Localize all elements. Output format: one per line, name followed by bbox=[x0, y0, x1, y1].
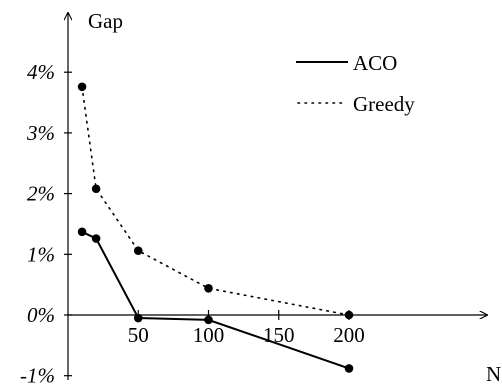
series-line-greedy bbox=[81, 86, 350, 316]
data-point-aco bbox=[133, 313, 143, 323]
legend-label-aco: ACO bbox=[353, 51, 397, 75]
y-tick-label: 1% bbox=[27, 242, 55, 266]
data-point-aco bbox=[91, 234, 101, 243]
y-tick-label: 0% bbox=[27, 303, 55, 327]
y-tick-label: 2% bbox=[27, 182, 55, 206]
legend: ACO Greedy bbox=[296, 51, 415, 116]
legend-label-greedy: Greedy bbox=[353, 92, 415, 116]
x-tick-label: 50 bbox=[128, 323, 149, 347]
data-point-greedy bbox=[133, 246, 143, 255]
y-tick-label: 3% bbox=[26, 121, 55, 145]
y-axis-label: Gap bbox=[88, 9, 123, 33]
data-point-greedy bbox=[91, 184, 101, 194]
series-line-aco bbox=[81, 230, 350, 370]
data-point-greedy bbox=[344, 310, 354, 320]
data-point-greedy bbox=[77, 82, 87, 92]
y-ticks: -1% 0% 1% 2% 3% 4% bbox=[20, 60, 72, 385]
data-point-aco bbox=[77, 227, 87, 237]
x-tick-label: 100 bbox=[193, 323, 225, 347]
y-tick-label: -1% bbox=[20, 364, 55, 385]
x-tick-label: 150 bbox=[263, 323, 295, 347]
x-tick-label: 200 bbox=[333, 323, 365, 347]
data-point-aco bbox=[344, 364, 354, 373]
data-point-aco bbox=[204, 315, 213, 325]
data-point-greedy bbox=[204, 283, 213, 293]
series-layer bbox=[77, 82, 354, 373]
x-ticks: 50 100 150 200 bbox=[128, 310, 365, 347]
y-tick-label: 4% bbox=[27, 60, 55, 84]
x-axis-label: N bbox=[486, 362, 501, 385]
